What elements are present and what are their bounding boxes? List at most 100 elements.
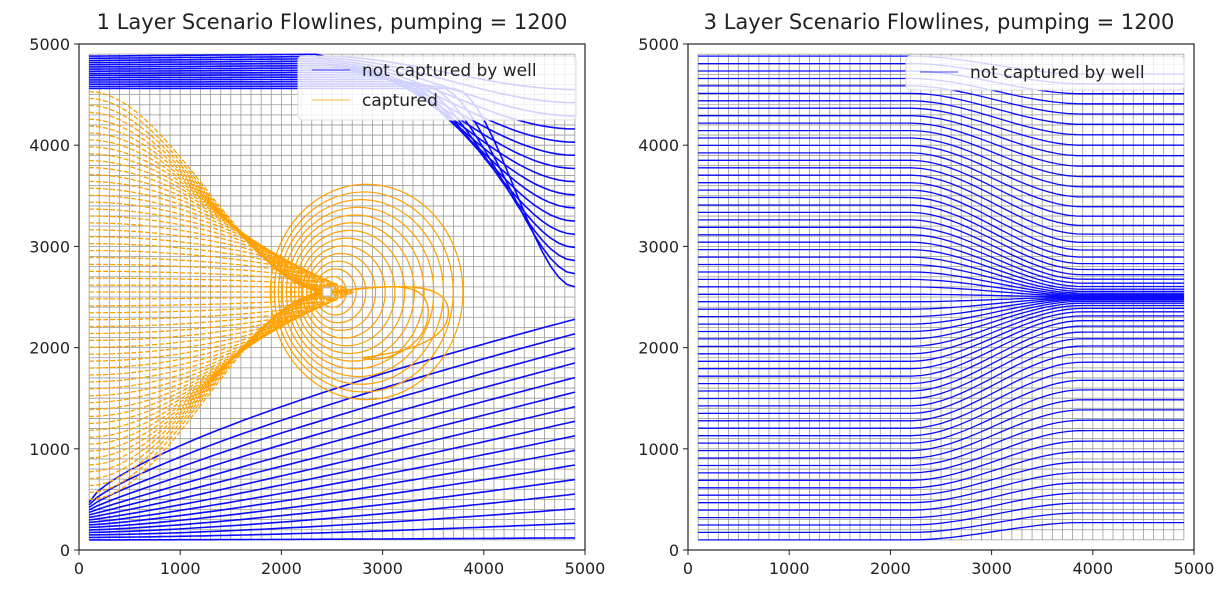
flowline-captured [318,275,347,308]
y-tick-label: 0 [60,541,70,560]
flowline-captured [306,252,377,331]
flowline-not-captured [698,353,1184,415]
flowline-not-captured [698,196,1184,258]
x-tick-label: 1000 [160,559,201,578]
flowline-not-captured [698,286,1184,297]
flowline-captured [89,187,327,293]
flowline-not-captured [698,159,1184,217]
y-tick-label: 5000 [29,35,70,54]
flowline-not-captured [698,211,1184,271]
flowline-not-captured [698,440,1184,481]
grid [88,53,576,541]
flowline-not-captured [89,507,575,536]
flowline-captured [89,229,328,293]
flowline-not-captured [698,502,1184,526]
y-tick-label: 3000 [29,237,70,256]
x-tick-label: 0 [74,559,84,578]
flowline-captured [89,125,327,293]
flowline-not-captured [698,512,1184,534]
flowline-not-captured [89,464,576,529]
flowline-not-captured [698,234,1184,284]
legend-label-not-captured: not captured by well [362,61,537,81]
flowline-captured [310,260,367,324]
flowline-not-captured [698,399,1184,452]
y-tick-label: 1000 [29,440,70,459]
flowline-captured [89,291,328,355]
flowline-not-captured [698,315,1184,370]
x-tick-label: 5000 [1174,559,1215,578]
flowline-not-captured [698,299,1184,325]
flowline-not-captured [698,248,1184,290]
x-tick-label: 3000 [971,559,1012,578]
y-tick-label: 2000 [638,339,679,358]
x-tick-label: 5000 [565,559,606,578]
flowline-captured [89,263,342,293]
flowline-not-captured [698,278,1184,297]
y-tick-label: 5000 [638,35,679,54]
chart-panel-3-layer: 3 Layer Scenario Flowlines, pumping = 12… [638,10,1214,578]
legend-box [905,55,1185,91]
flowline-not-captured [698,129,1184,178]
flowline-captured [289,222,415,362]
legend: not captured by well [905,55,1185,91]
flowline-not-captured [698,429,1184,474]
flowline-not-captured [698,137,1184,188]
flowline-not-captured [698,256,1184,293]
flowline-not-captured [698,492,1184,519]
flowline-not-captured [698,325,1184,385]
series-not-captured [698,55,1184,541]
flowline-captured [89,291,328,376]
flowline-captured [89,111,327,293]
x-tick-label: 4000 [463,559,504,578]
y-tick-label: 0 [669,541,679,560]
flowline-captured [273,191,454,393]
flowline-not-captured [89,435,576,524]
flowline-not-captured [698,379,1184,437]
chart-title: 1 Layer Scenario Flowlines, pumping = 12… [97,10,568,34]
x-tick-label: 1000 [769,559,810,578]
flowline-captured [89,97,327,293]
flowline-not-captured [698,182,1184,243]
flowline-captured [89,291,342,321]
flowline-not-captured [88,376,576,514]
flowline-captured [269,183,464,401]
flowline-captured [293,229,406,355]
flowline-not-captured [89,493,575,534]
flowline-not-captured [698,167,1184,227]
chart-title: 3 Layer Scenario Flowlines, pumping = 12… [704,10,1175,34]
flowline-captured [302,245,386,339]
legend: not captured by well captured [297,55,577,121]
flowline-not-captured [698,122,1184,167]
flowline-not-captured [698,174,1184,235]
flowline-captured [89,173,327,293]
flowline-not-captured [698,144,1184,198]
flowline-not-captured [89,522,575,539]
flowline-not-captured [698,271,1184,296]
flowline-not-captured [698,115,1184,157]
flowline-not-captured [698,331,1184,392]
flowline-not-captured [698,370,1184,429]
x-tick-label: 2000 [870,559,911,578]
flowline-not-captured [89,537,575,541]
flowline-not-captured [89,449,576,526]
flowline-not-captured [88,347,576,509]
flowline-not-captured [88,333,576,506]
flowline-not-captured [698,320,1184,377]
flowline-captured [314,268,357,316]
plot-frame [687,43,1195,551]
well-marker [322,287,332,297]
flowline-captured [285,214,425,370]
flowline-not-captured [698,302,1184,340]
flowline-not-captured [698,219,1184,276]
flowline-not-captured [698,450,1184,489]
x-tick-label: 3000 [362,559,403,578]
x-tick-label: 4000 [1072,559,1113,578]
flowline-not-captured [698,100,1184,136]
flowline-not-captured [698,189,1184,251]
flowline-captured [89,291,327,473]
y-tick-label: 3000 [638,237,679,256]
flowline-captured [89,153,327,293]
flowline-not-captured [88,405,576,519]
legend-label-not-captured: not captured by well [970,63,1145,83]
